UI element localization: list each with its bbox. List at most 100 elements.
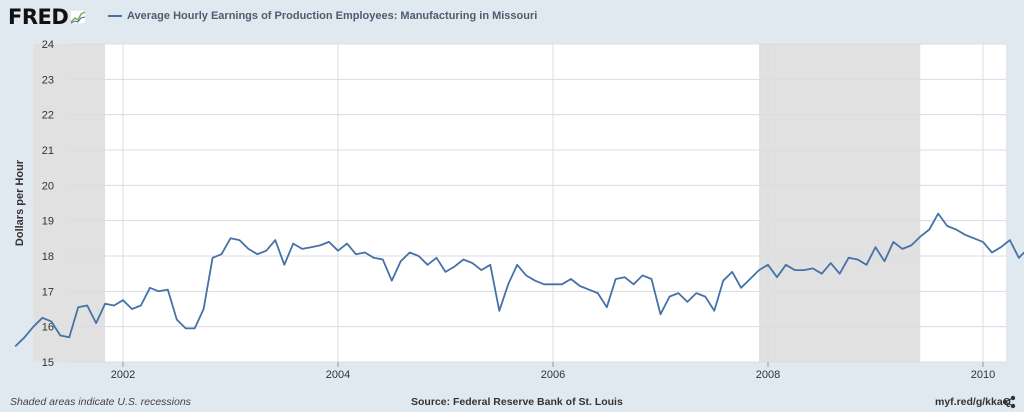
y-tick-label: 22 [42,110,54,122]
data-point [310,246,312,248]
chart-header: FRED Average Hourly Earnings of Producti… [0,0,1024,34]
data-point [883,260,886,262]
data-point [176,319,178,321]
data-point [991,251,993,254]
data-point [292,243,294,245]
data-point [185,327,187,329]
data-point [1018,257,1020,259]
y-tick-label: 19 [42,216,54,228]
y-tick-label: 24 [42,39,54,51]
x-tick-label: 2008 [756,369,780,381]
data-point [857,258,859,261]
data-point [498,310,500,312]
data-point [319,244,321,246]
data-point [301,248,303,250]
data-point [427,264,429,266]
gridlines [68,43,1006,363]
data-point [910,244,912,246]
data-point [624,276,626,278]
data-point [364,251,366,254]
data-point [238,239,241,241]
data-point [946,225,948,227]
data-point [767,264,769,266]
data-point [274,239,276,241]
data-point [23,336,26,338]
data-point [740,287,742,289]
source-note: Source: Federal Reserve Bank of St. Loui… [411,396,623,408]
data-point [256,253,258,255]
data-point [86,304,88,307]
x-tick-label: 2006 [541,369,565,381]
data-point [713,310,715,312]
data-point [95,322,97,324]
data-point [821,273,823,275]
data-point [552,283,554,285]
short-url-link[interactable]: myf.red/g/kkaQ [935,396,1011,408]
data-point [830,262,832,264]
data-point [606,306,608,308]
x-tick-label: 2002 [111,369,135,381]
fred-logo[interactable]: FRED [8,5,87,29]
data-point [382,258,384,261]
data-point [229,237,232,239]
data-point [265,250,267,252]
data-point [337,250,339,252]
data-point [149,287,151,289]
data-point [543,283,545,285]
data-point [686,301,689,303]
data-point [435,257,438,259]
data-point [579,285,581,287]
x-axis-tick-labels: 200220042006200820102012201420162018 [111,362,995,381]
data-point [839,273,841,275]
data-point [247,248,249,250]
data-point [409,251,411,254]
data-point [668,296,671,298]
data-point [41,317,44,319]
data-point [794,269,796,271]
y-tick-label: 20 [42,180,54,192]
fred-logo-text: FRED [8,5,69,29]
share-icon[interactable] [1002,395,1016,409]
data-point [848,257,850,259]
data-point [597,292,599,294]
recession-band-0 [33,44,106,362]
data-point [194,327,196,329]
data-point [650,278,653,280]
data-point [704,296,706,298]
data-point [659,313,662,315]
data-point [731,271,733,273]
data-point [507,283,509,285]
data-point [32,326,35,328]
data-point [140,304,142,307]
data-point [391,280,393,282]
data-point [642,274,644,276]
data-point [570,278,572,280]
recession-band-1 [759,44,921,362]
data-point [892,241,895,243]
data-point [104,303,106,305]
data-point [615,278,617,280]
data-point [346,243,348,245]
legend-series-label: Average Hourly Earnings of Production Em… [127,10,538,22]
data-point [212,257,214,259]
data-point [444,271,447,273]
data-point [722,280,724,282]
data-point [516,264,518,266]
data-point [158,290,160,292]
y-tick-label: 16 [42,322,54,334]
y-axis-label: Dollars per Hour [14,159,26,246]
data-point [534,280,536,282]
y-tick-label: 17 [42,286,54,298]
data-point [220,253,223,255]
data-series [14,212,1024,347]
legend-series-swatch [108,15,122,17]
data-point [865,264,868,266]
data-point [453,266,456,268]
data-point [167,289,169,291]
data-point [982,241,984,243]
y-tick-label: 23 [42,74,54,86]
y-tick-label: 21 [42,145,54,157]
series-line-0 [14,212,1024,347]
data-point [480,269,482,271]
